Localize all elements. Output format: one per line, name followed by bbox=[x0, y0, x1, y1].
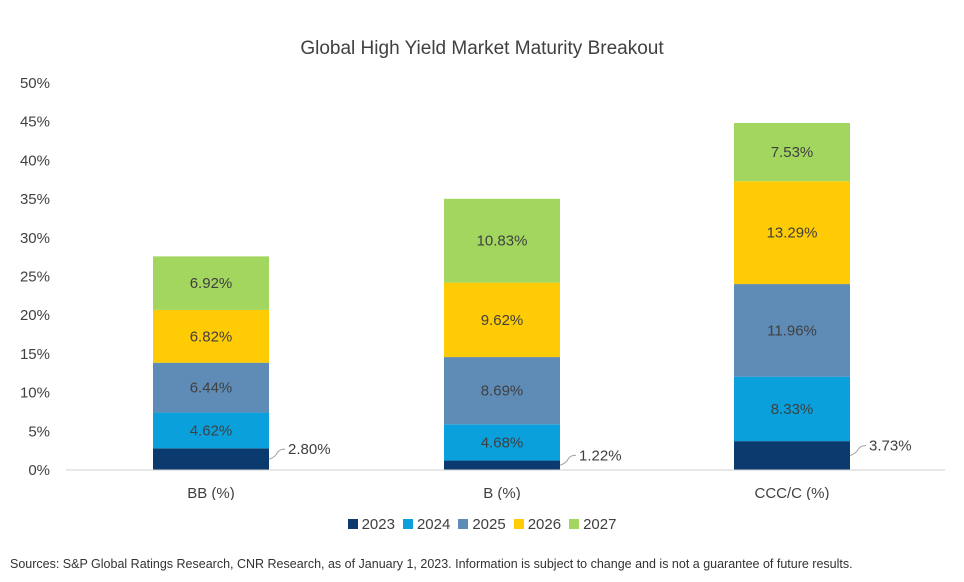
legend-label: 2025 bbox=[472, 516, 506, 533]
legend-item: 2026 bbox=[513, 516, 562, 533]
data-label: 4.62% bbox=[190, 422, 233, 439]
bar-segment bbox=[153, 256, 269, 310]
data-label-leader bbox=[559, 454, 577, 466]
bar-segment bbox=[153, 362, 269, 413]
legend-swatch bbox=[569, 519, 580, 530]
legend-swatch bbox=[402, 519, 413, 530]
x-category-label: B (%) bbox=[483, 485, 521, 500]
y-tick-label: 25% bbox=[20, 269, 50, 286]
bar-segment bbox=[444, 198, 560, 283]
bar-segment bbox=[734, 376, 850, 442]
bar-segment bbox=[444, 460, 560, 470]
data-label: 7.53% bbox=[771, 144, 814, 161]
bar-segment bbox=[734, 122, 850, 182]
data-label-leader bbox=[849, 445, 867, 457]
data-label-leader bbox=[268, 448, 286, 460]
legend: 2023 2024 2025 2026 2027 bbox=[0, 516, 964, 533]
legend-swatch bbox=[513, 519, 524, 530]
data-label: 4.68% bbox=[481, 434, 524, 451]
data-label: 6.44% bbox=[190, 380, 233, 397]
source-note: Sources: S&P Global Ratings Research, CN… bbox=[10, 557, 853, 571]
y-tick-label: 35% bbox=[20, 191, 50, 208]
bar-segment bbox=[734, 284, 850, 377]
y-tick-label: 30% bbox=[20, 230, 50, 247]
x-axis-categories: BB (%) B (%) CCC/C (%) bbox=[187, 485, 829, 500]
stacked-bar-chart: 0% 5% 10% 15% 20% 25% 30% 35% 40% 45% 50% 2.80% 4.6… bbox=[20, 75, 945, 500]
y-tick-label: 40% bbox=[20, 152, 50, 169]
bars: 2.80% 4.62% 6.44% 6.82% 6.92% 1.22% 4.68% 8.69%… bbox=[153, 122, 912, 470]
y-tick-label: 20% bbox=[20, 307, 50, 324]
y-tick-label: 5% bbox=[28, 423, 50, 440]
legend-swatch bbox=[347, 519, 358, 530]
data-label: 11.96% bbox=[767, 322, 817, 339]
legend-label: 2026 bbox=[527, 516, 562, 533]
legend-item: 2027 bbox=[569, 516, 616, 533]
y-axis: 0% 5% 10% 15% 20% 25% 30% 35% 40% 45% 50% bbox=[20, 75, 50, 479]
data-label: 6.82% bbox=[190, 328, 233, 345]
x-category-label: BB (%) bbox=[187, 485, 235, 500]
y-tick-label: 0% bbox=[28, 462, 50, 479]
bar-segment bbox=[153, 309, 269, 363]
legend-label: 2027 bbox=[583, 516, 617, 533]
y-tick-label: 10% bbox=[20, 385, 50, 402]
data-label: 3.73% bbox=[869, 438, 912, 455]
legend-item: 2023 bbox=[347, 516, 395, 533]
legend-item: 2024 bbox=[402, 516, 451, 533]
bar-segment bbox=[734, 441, 850, 470]
bar-segment bbox=[153, 412, 269, 449]
data-label: 6.92% bbox=[190, 275, 233, 292]
bar-segment bbox=[444, 282, 560, 358]
bar-segment bbox=[734, 181, 850, 285]
x-category-label: CCC/C (%) bbox=[755, 485, 830, 500]
y-tick-label: 15% bbox=[20, 346, 50, 363]
bar-segment bbox=[444, 424, 560, 461]
chart-title: Global High Yield Market Maturity Breako… bbox=[300, 38, 664, 59]
data-label: 8.33% bbox=[771, 401, 814, 418]
data-label: 2.80% bbox=[288, 441, 331, 458]
legend-label: 2024 bbox=[416, 516, 451, 533]
data-label: 13.29% bbox=[767, 225, 818, 242]
legend-swatch bbox=[458, 519, 469, 530]
data-label: 8.69% bbox=[481, 383, 524, 400]
data-label: 9.62% bbox=[481, 312, 524, 329]
data-label: 10.83% bbox=[477, 233, 528, 250]
y-tick-label: 45% bbox=[20, 114, 50, 131]
legend-label: 2023 bbox=[361, 516, 395, 533]
bar-segment bbox=[444, 357, 560, 425]
y-tick-label: 50% bbox=[20, 75, 50, 92]
bar-segment bbox=[153, 448, 269, 470]
data-label: 1.22% bbox=[579, 447, 622, 464]
legend-item: 2025 bbox=[458, 516, 506, 533]
